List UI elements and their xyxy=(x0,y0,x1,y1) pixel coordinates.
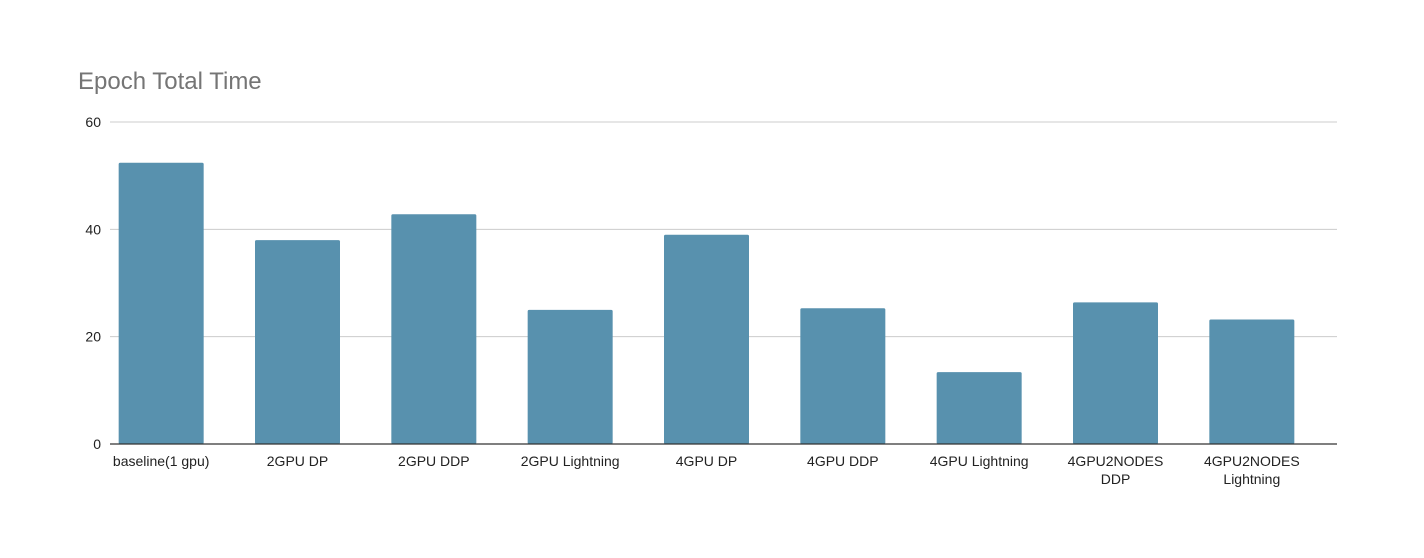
y-tick-label: 60 xyxy=(85,114,101,130)
x-tick-label: 2GPU DP xyxy=(267,453,328,469)
bar xyxy=(664,234,749,444)
bar xyxy=(936,372,1022,444)
x-tick-label: 4GPU DP xyxy=(676,453,737,469)
bar xyxy=(391,214,477,444)
chart-title: Epoch Total Time xyxy=(78,68,262,95)
x-tick-label: 2GPU Lightning xyxy=(521,453,620,469)
x-tick-label: baseline(1 gpu) xyxy=(113,453,210,469)
bar xyxy=(1209,319,1295,444)
y-tick-label: 40 xyxy=(85,221,101,237)
x-tick-label: 4GPU2NODES DDP xyxy=(1068,453,1164,487)
bar xyxy=(527,309,613,444)
x-tick-label: 4GPU Lightning xyxy=(930,453,1029,469)
x-tick-label: 4GPU2NODES Lightning xyxy=(1204,453,1300,487)
y-tick-label: 0 xyxy=(93,436,101,452)
y-tick-label: 20 xyxy=(85,329,101,345)
bar xyxy=(800,308,886,444)
bar xyxy=(1073,302,1158,444)
x-tick-label: 4GPU DDP xyxy=(807,453,879,469)
bar xyxy=(118,162,204,444)
bar xyxy=(255,240,340,444)
x-tick-label: 2GPU DDP xyxy=(398,453,470,469)
